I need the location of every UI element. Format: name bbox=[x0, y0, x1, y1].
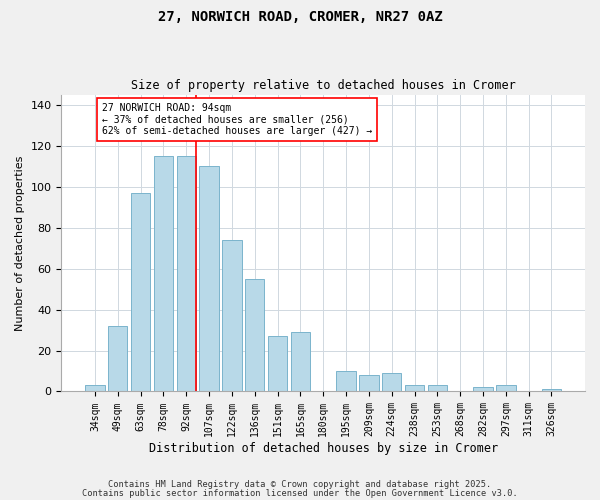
Bar bbox=[268, 336, 287, 392]
Text: Contains HM Land Registry data © Crown copyright and database right 2025.: Contains HM Land Registry data © Crown c… bbox=[109, 480, 491, 489]
Bar bbox=[542, 390, 561, 392]
Bar bbox=[428, 386, 447, 392]
Bar bbox=[290, 332, 310, 392]
Bar bbox=[382, 373, 401, 392]
Y-axis label: Number of detached properties: Number of detached properties bbox=[15, 156, 25, 330]
Bar bbox=[405, 386, 424, 392]
Bar bbox=[108, 326, 127, 392]
X-axis label: Distribution of detached houses by size in Cromer: Distribution of detached houses by size … bbox=[149, 442, 498, 455]
Bar bbox=[154, 156, 173, 392]
Bar bbox=[359, 375, 379, 392]
Bar bbox=[496, 386, 515, 392]
Bar bbox=[131, 193, 150, 392]
Text: 27 NORWICH ROAD: 94sqm
← 37% of detached houses are smaller (256)
62% of semi-de: 27 NORWICH ROAD: 94sqm ← 37% of detached… bbox=[102, 102, 372, 136]
Text: Contains public sector information licensed under the Open Government Licence v3: Contains public sector information licen… bbox=[82, 490, 518, 498]
Bar bbox=[245, 279, 265, 392]
Bar bbox=[176, 156, 196, 392]
Bar bbox=[222, 240, 242, 392]
Text: 27, NORWICH ROAD, CROMER, NR27 0AZ: 27, NORWICH ROAD, CROMER, NR27 0AZ bbox=[158, 10, 442, 24]
Bar bbox=[473, 388, 493, 392]
Bar bbox=[199, 166, 219, 392]
Bar bbox=[85, 386, 104, 392]
Title: Size of property relative to detached houses in Cromer: Size of property relative to detached ho… bbox=[131, 79, 515, 92]
Bar bbox=[337, 371, 356, 392]
